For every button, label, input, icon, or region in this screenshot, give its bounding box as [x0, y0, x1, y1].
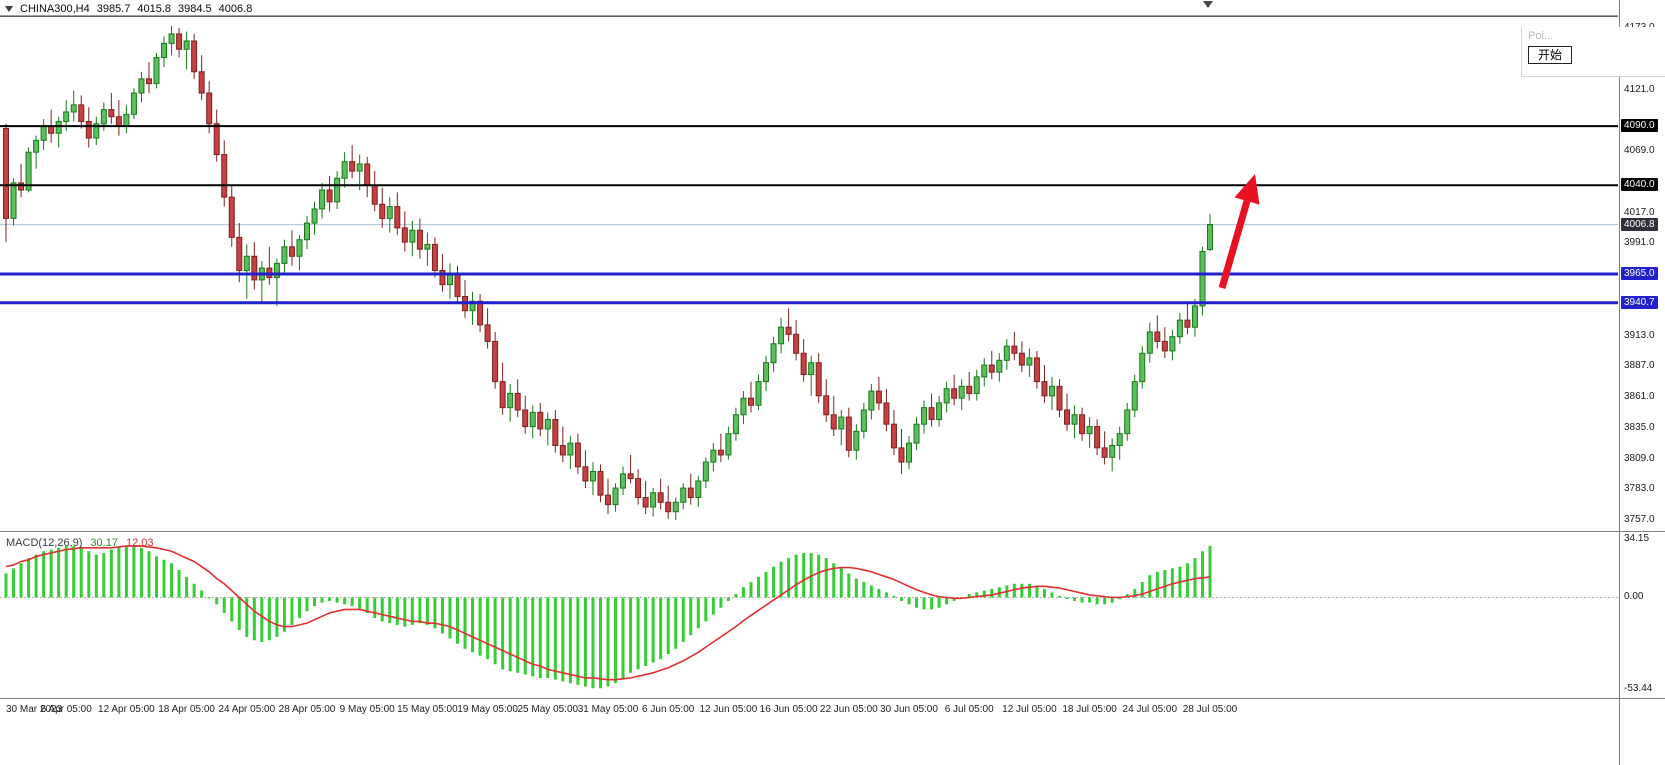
price-axis-column[interactable]: 4173.04121.04069.04017.03991.03913.03887… [1619, 0, 1665, 765]
ea-panel: Poi... 开始 [1521, 27, 1665, 77]
time-axis-label: 12 Jun 05:00 [699, 704, 758, 715]
price-axis-label: 3835.0 [1624, 421, 1655, 433]
macd-signal-line [5, 545, 1211, 681]
time-axis-label: 12 Jul 05:00 [1002, 704, 1057, 715]
macd-indicator-chart[interactable] [0, 532, 1618, 698]
price-axis-label: 4121.0 [1624, 83, 1655, 95]
pane-separator[interactable] [0, 531, 1665, 532]
time-axis-label: 28 Jul 05:00 [1182, 704, 1238, 715]
macd-histogram [4, 545, 1212, 689]
macd-axis-label: -53.44 [1624, 683, 1653, 694]
ea-panel-label: Poi... [1528, 30, 1554, 42]
time-axis-label: 24 Jul 05:00 [1122, 704, 1178, 715]
price-axis-label: 3913.0 [1624, 329, 1655, 341]
symbol-info: CHINA300,H4 3985.7 4015.8 3984.5 4006.8 [5, 3, 252, 15]
time-axis-label: 18 Apr 05:00 [158, 704, 215, 715]
time-axis-label: 15 May 05:00 [397, 704, 458, 715]
symbol-dropdown-icon [5, 6, 13, 12]
time-axis-label: 28 Apr 05:00 [278, 704, 336, 715]
time-axis-label: 12 Apr 05:00 [98, 704, 155, 715]
pane-separator[interactable] [0, 698, 1665, 699]
trend-arrow[interactable] [1218, 174, 1260, 289]
price-axis-label: 4017.0 [1624, 206, 1655, 218]
symbol-name: CHINA300,H4 [20, 3, 90, 15]
macd-value-main: 30.17 [90, 537, 118, 549]
time-axis-label: 31 May 05:00 [577, 704, 639, 715]
time-axis-label: 22 Jun 05:00 [819, 704, 878, 715]
price-badge-black: 4090.0 [1621, 119, 1658, 133]
price-axis-label: 3861.0 [1624, 391, 1655, 402]
time-axis-label: 18 Jul 05:00 [1062, 704, 1117, 715]
price-badge-black: 4040.0 [1621, 178, 1658, 192]
time-axis-label: 24 Apr 05:00 [218, 704, 276, 715]
ohlc-open: 3985.7 [96, 3, 131, 15]
price-badge-blue: 3965.0 [1621, 267, 1658, 280]
ohlc-low: 3984.5 [178, 3, 212, 15]
price-chart[interactable] [0, 0, 1618, 531]
price-axis-label: 3783.0 [1624, 483, 1655, 495]
price-axis-label: 3809.0 [1624, 452, 1655, 464]
macd-value-signal: 12.03 [125, 537, 154, 549]
start-button[interactable]: 开始 [1528, 46, 1573, 64]
time-axis-label: 6 Apr 05:00 [40, 704, 92, 715]
time-axis-label: 30 Mar 2023 [6, 704, 63, 715]
price-badge-blue: 3940.7 [1621, 295, 1658, 309]
time-axis-label: 16 Jun 05:00 [759, 704, 818, 715]
time-axis-label: 25 May 05:00 [517, 704, 579, 715]
time-axis[interactable]: 30 Mar 2023 6 Apr 05:00 12 Apr 05:00 18 Apr… [0, 699, 1618, 765]
time-axis-label: 30 Jun 05:00 [880, 704, 938, 715]
macd-title: MACD(12,26,9) [6, 537, 83, 549]
price-axis-label: 4069.0 [1624, 145, 1655, 156]
macd-axis-label: 0.00 [1624, 591, 1644, 603]
candles [3, 25, 1213, 520]
ohlc-close: 4006.8 [218, 3, 253, 15]
time-axis-label: 9 May 05:00 [339, 704, 395, 715]
price-axis-label: 3991.0 [1624, 237, 1655, 249]
time-axis-label: 6 Jul 05:00 [944, 704, 994, 715]
macd-info: MACD(12,26,9) 30.17 12.03 [6, 537, 153, 549]
price-badge-current: 4006.8 [1621, 217, 1658, 231]
price-axis-label: 3757.0 [1624, 514, 1655, 525]
ohlc-high: 4015.8 [137, 3, 172, 15]
time-axis-label: 19 May 05:00 [457, 704, 518, 715]
macd-axis-label: 34.15 [1624, 533, 1650, 544]
price-axis-label: 3887.0 [1624, 360, 1655, 372]
time-axis-label: 6 Jun 05:00 [642, 704, 695, 715]
chart-shift-marker[interactable] [1203, 1, 1213, 8]
